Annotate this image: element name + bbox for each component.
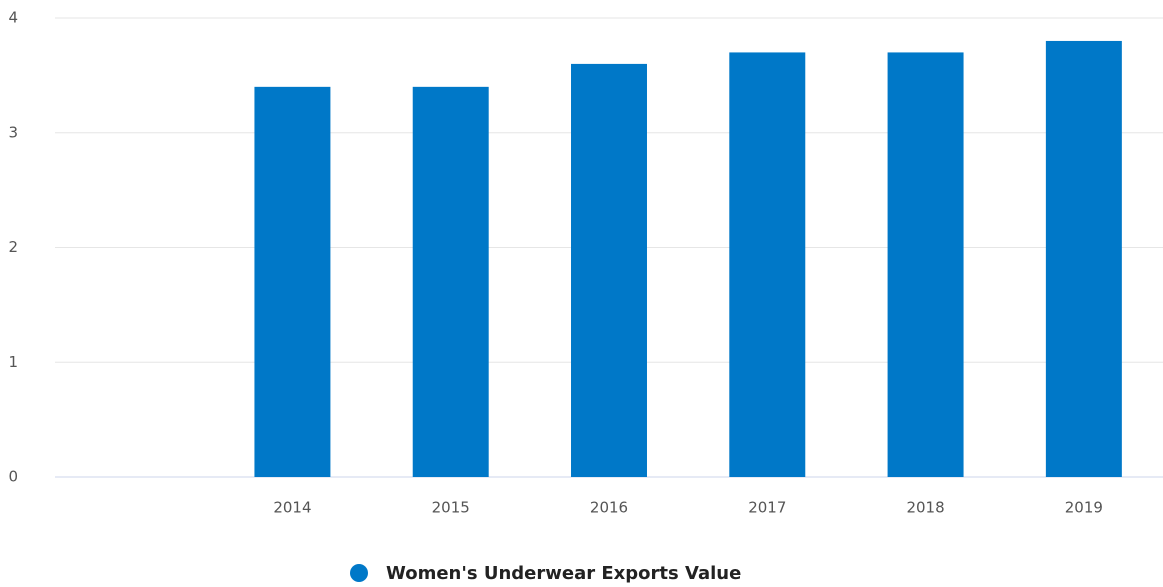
x-tick-label: 2017 bbox=[748, 499, 786, 517]
x-tick-label: 2019 bbox=[1065, 499, 1103, 517]
y-tick-label: 0 bbox=[8, 468, 18, 486]
x-tick-label: 2015 bbox=[432, 499, 470, 517]
bar bbox=[571, 63, 647, 478]
y-tick-label: 2 bbox=[8, 238, 18, 256]
x-tick-label: 2018 bbox=[906, 499, 944, 517]
bar bbox=[729, 52, 806, 478]
bar bbox=[412, 86, 489, 477]
y-tick-label: 4 bbox=[8, 9, 18, 27]
bar bbox=[254, 86, 331, 477]
legend-marker bbox=[350, 564, 368, 582]
bar bbox=[1045, 40, 1122, 477]
legend-text: Women's Underwear Exports Value bbox=[386, 563, 741, 584]
y-tick-label: 3 bbox=[8, 123, 18, 141]
y-tick-label: 1 bbox=[8, 353, 18, 371]
x-tick-label: 2016 bbox=[590, 499, 628, 517]
bar bbox=[887, 52, 964, 478]
x-tick-label: 2014 bbox=[273, 499, 311, 517]
